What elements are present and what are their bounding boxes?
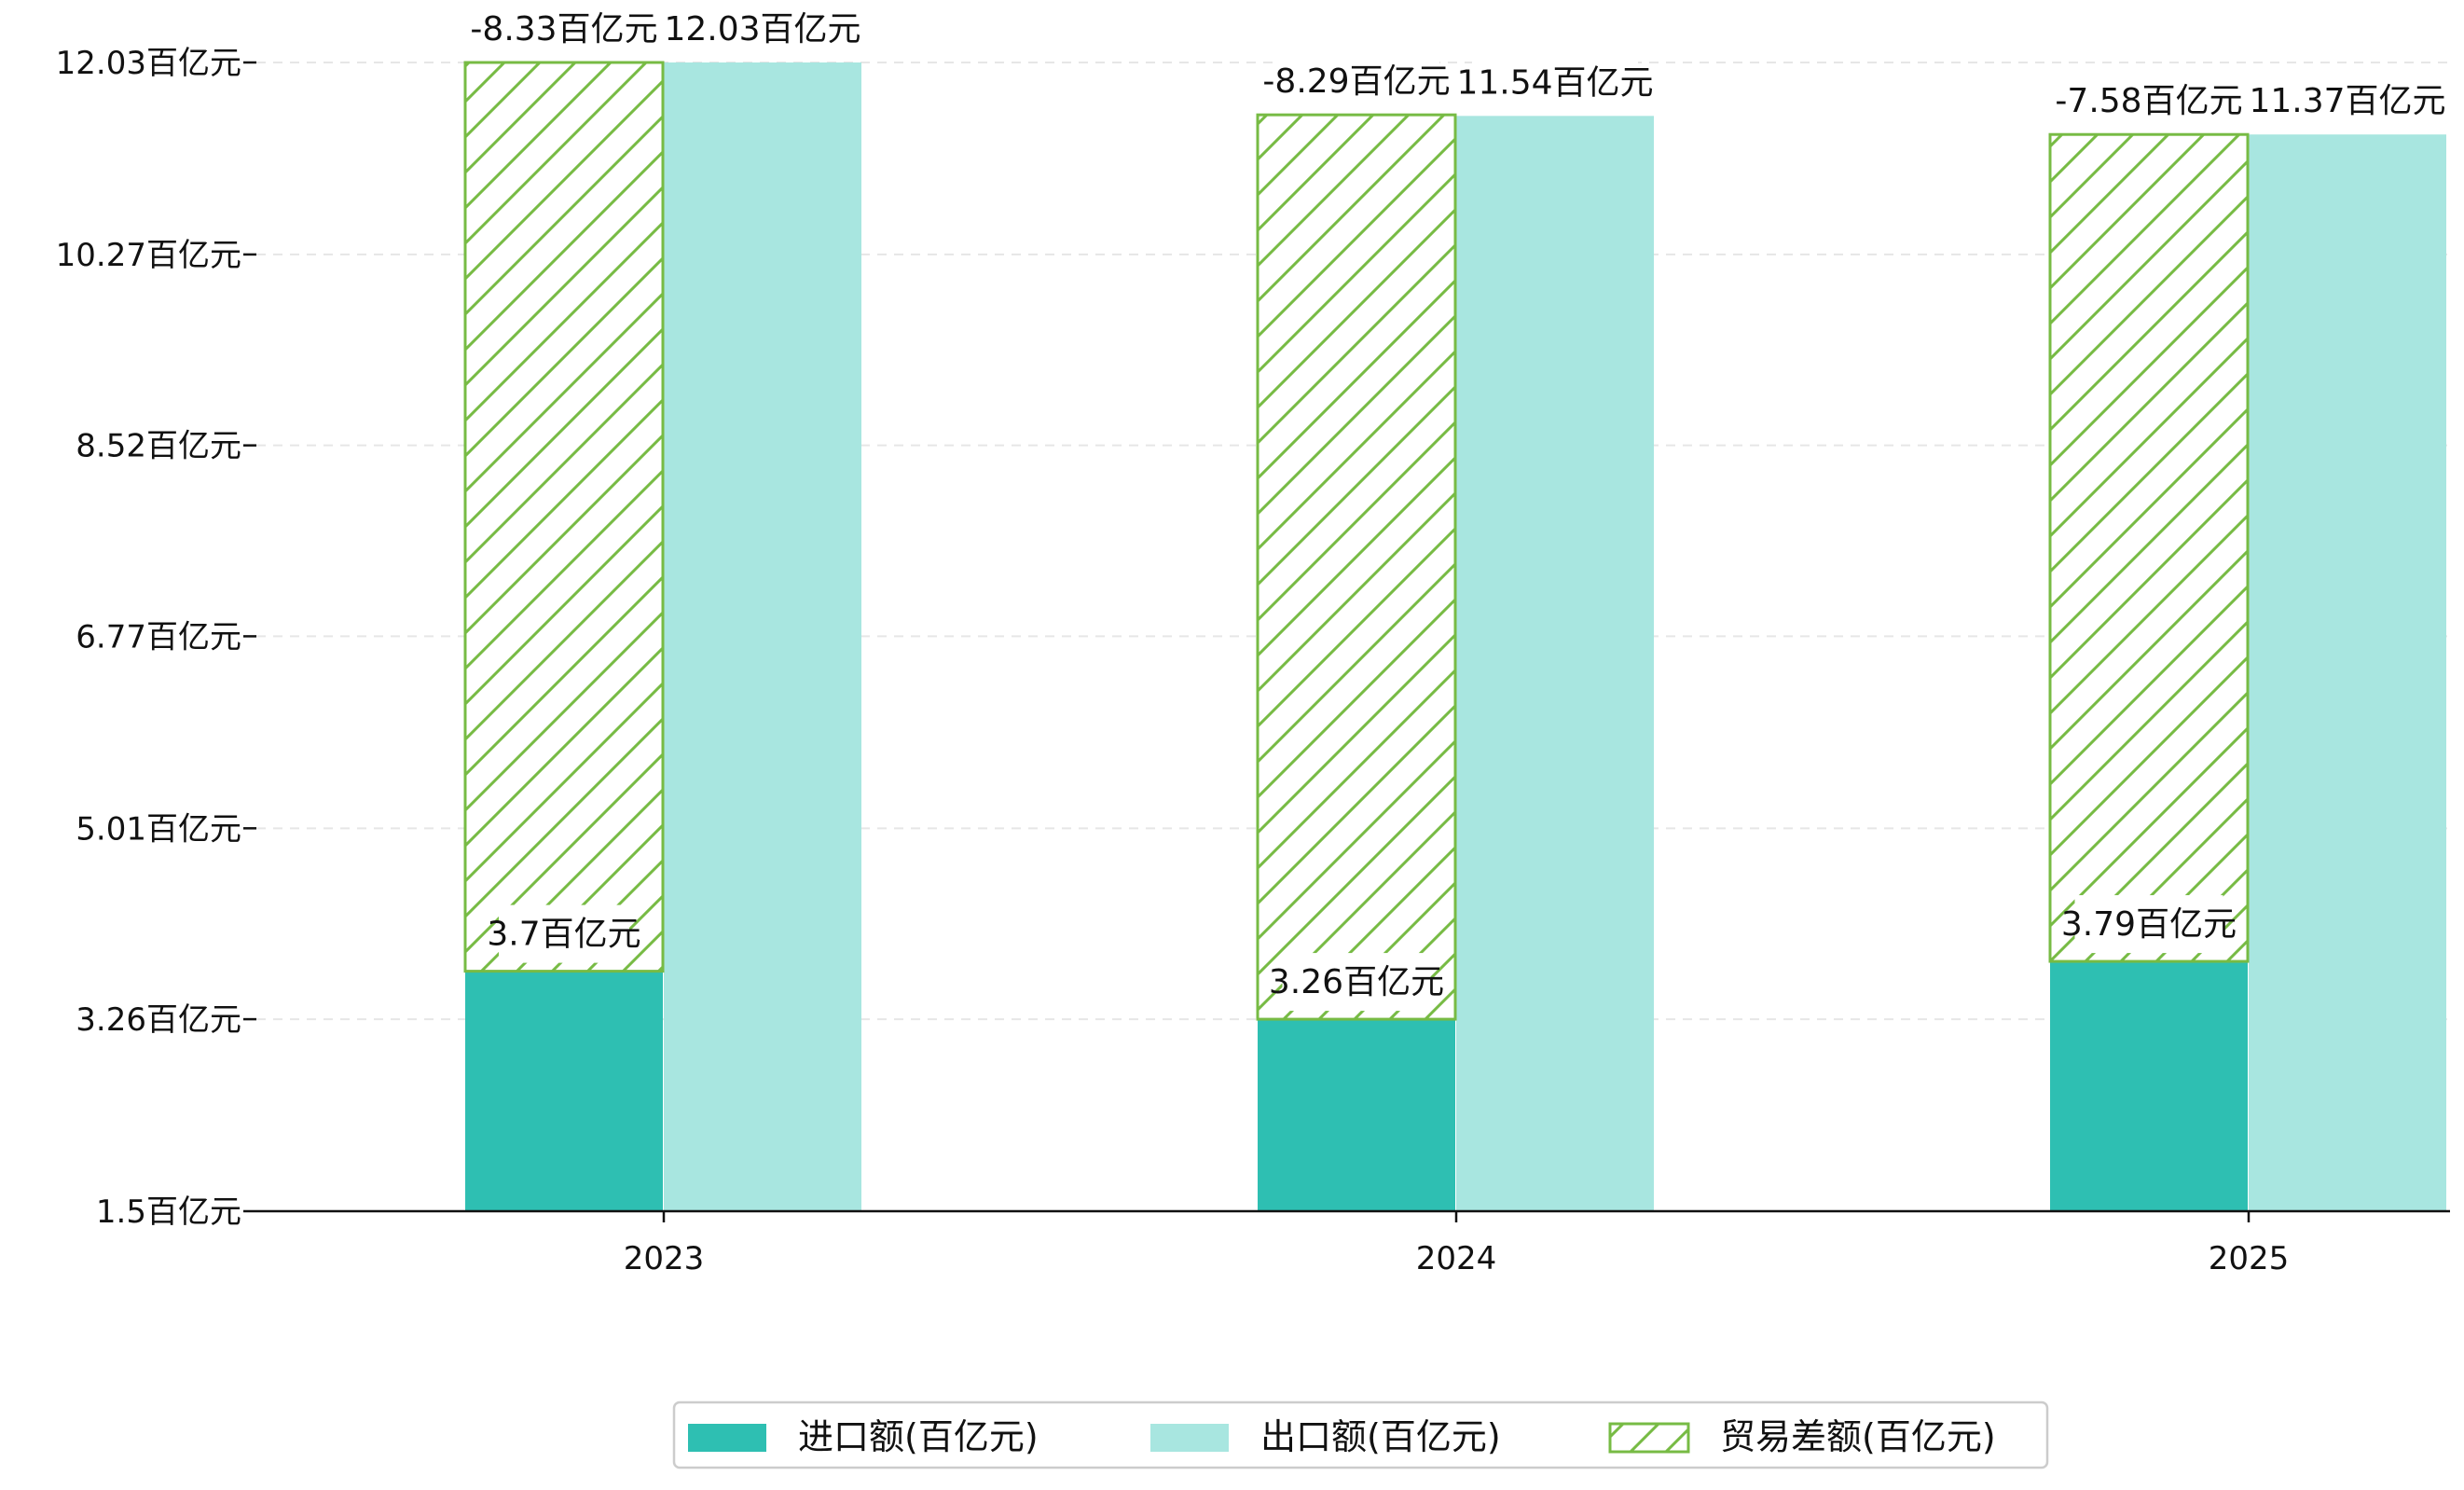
legend-label: 贸易差额(百亿元) bbox=[1720, 1416, 1996, 1457]
data-label-text: 12.03百亿元 bbox=[664, 10, 860, 48]
legend-box bbox=[672, 1400, 2049, 1469]
data-label: 3.7百亿元 bbox=[487, 904, 641, 963]
y-tick-label: 1.5百亿元 bbox=[96, 1193, 241, 1231]
legend-item: 进口额(百亿元) bbox=[688, 1416, 1039, 1457]
x-tick-label: 2024 bbox=[1416, 1240, 1497, 1277]
data-label: 3.79百亿元 bbox=[2061, 895, 2237, 954]
legend-swatch bbox=[1608, 1422, 1690, 1454]
data-label: -7.58百亿元 bbox=[2055, 72, 2243, 131]
data-label-bg bbox=[1273, 52, 1439, 111]
data-label: 3.26百亿元 bbox=[1269, 953, 1444, 1012]
bar-export-2025 bbox=[2249, 134, 2446, 1212]
bar-import-2024 bbox=[1258, 1019, 1455, 1211]
y-tick-label: 10.27百亿元 bbox=[56, 237, 241, 274]
bar-balance-2025 bbox=[2048, 132, 2250, 963]
legend-item: 出口额(百亿元) bbox=[1150, 1416, 1501, 1457]
data-label-bg bbox=[680, 0, 846, 58]
data-label-text: 11.54百亿元 bbox=[1456, 63, 1653, 102]
data-label: -8.33百亿元 bbox=[470, 0, 658, 58]
legend-label: 进口额(百亿元) bbox=[798, 1416, 1039, 1457]
data-label-bg bbox=[1282, 953, 1431, 1012]
x-tick-label: 2023 bbox=[624, 1240, 705, 1277]
y-tick-label: 5.01百亿元 bbox=[76, 810, 241, 848]
data-label-bg bbox=[481, 0, 647, 58]
data-label-bg bbox=[2074, 895, 2223, 954]
data-label-text: 3.79百亿元 bbox=[2061, 905, 2237, 944]
legend-swatch bbox=[688, 1424, 766, 1452]
x-tick-label: 2025 bbox=[2209, 1240, 2290, 1277]
data-label: 11.37百亿元 bbox=[2249, 72, 2446, 131]
data-label-bg bbox=[2264, 72, 2430, 131]
y-tick-label: 12.03百亿元 bbox=[56, 45, 241, 82]
data-label: -8.29百亿元 bbox=[1262, 52, 1451, 111]
data-label-bg bbox=[1472, 53, 1638, 112]
bars bbox=[463, 61, 2446, 1212]
bar-export-2024 bbox=[1456, 116, 1654, 1211]
y-tick-label: 8.52百亿元 bbox=[76, 428, 241, 465]
bar-balance-2024 bbox=[1256, 113, 1457, 1021]
legend: 进口额(百亿元) 出口额(百亿元) 贸易差额(百亿元) bbox=[672, 1400, 2049, 1469]
bar-balance-2023 bbox=[463, 61, 665, 973]
bar-import-2023 bbox=[465, 971, 663, 1211]
data-label-text: -8.33百亿元 bbox=[470, 10, 657, 48]
data-label-text: 3.7百亿元 bbox=[487, 916, 640, 954]
y-tick-label: 3.26百亿元 bbox=[76, 1001, 241, 1039]
legend-swatch bbox=[1150, 1424, 1229, 1452]
legend-label: 出口额(百亿元) bbox=[1260, 1416, 1501, 1457]
y-tick-label: 6.77百亿元 bbox=[76, 618, 241, 655]
bar-import-2025 bbox=[2050, 961, 2248, 1211]
data-label: 12.03百亿元 bbox=[664, 0, 861, 58]
axes: 1.5百亿元 3.26百亿元 5.01百亿元 6.77百亿元 8.52百亿元 10.27百… bbox=[56, 45, 2450, 1277]
data-label-bg bbox=[499, 904, 629, 963]
data-label-text: -8.29百亿元 bbox=[1262, 62, 1450, 101]
data-label-text: -7.58百亿元 bbox=[2055, 82, 2242, 120]
data-label-bg bbox=[2066, 72, 2232, 131]
legend-item: 贸易差额(百亿元) bbox=[1608, 1416, 1996, 1457]
bar-export-2023 bbox=[664, 62, 861, 1211]
data-label: 11.54百亿元 bbox=[1456, 53, 1654, 112]
data-label-text: 3.26百亿元 bbox=[1269, 963, 1444, 1001]
data-label-text: 11.37百亿元 bbox=[2249, 82, 2445, 120]
